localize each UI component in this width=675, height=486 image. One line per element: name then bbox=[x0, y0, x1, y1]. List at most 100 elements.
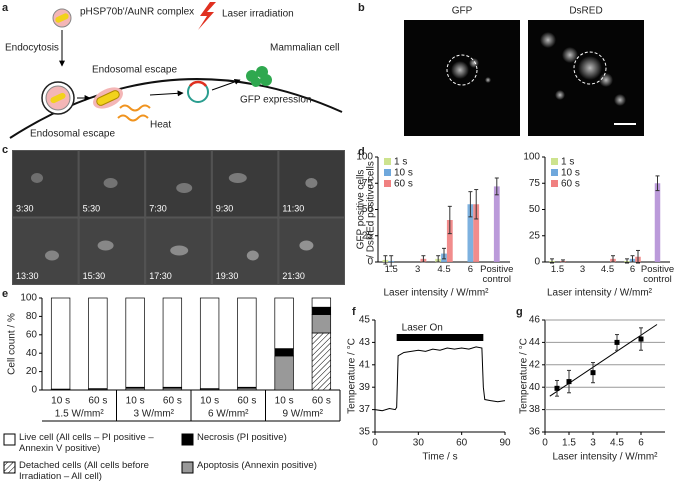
bar-segment bbox=[311, 314, 332, 334]
timestamp: 13:30 bbox=[16, 271, 39, 281]
x-tick-label: 1.5 bbox=[384, 265, 398, 275]
group-label: 1.5 W/mm² bbox=[55, 409, 105, 420]
cell bbox=[45, 250, 59, 261]
legend-label-box: Live cell (All cells – PI positive – Ann… bbox=[19, 433, 154, 454]
x-tick-label: Positive control bbox=[480, 265, 514, 285]
legend-swatch bbox=[551, 158, 558, 165]
legend-label: 60 s bbox=[394, 179, 413, 190]
y-tick-label: 25 bbox=[362, 230, 374, 241]
x-axis-label: Laser intensity / W/mm² bbox=[552, 452, 658, 463]
y-tick-label: 0 bbox=[534, 257, 540, 268]
y-tick-label: 75 bbox=[362, 178, 374, 189]
cells bbox=[451, 32, 626, 106]
y-axis-label: Temperature / °C bbox=[519, 338, 530, 414]
panel-label: d bbox=[358, 146, 365, 158]
x-tick-label: 90 bbox=[499, 438, 511, 449]
x-tick-label-box: 4.5 bbox=[601, 265, 614, 274]
y-axis-label: Temperature / °C bbox=[347, 338, 358, 414]
bar-segment bbox=[274, 297, 294, 349]
bar bbox=[493, 186, 500, 262]
bar bbox=[446, 220, 453, 262]
y-tick-label: 35 bbox=[359, 427, 371, 438]
cell bbox=[170, 245, 189, 256]
legend-label: 10 s bbox=[394, 168, 413, 179]
bar-segment bbox=[125, 297, 145, 388]
point bbox=[590, 370, 596, 376]
x-tick-label: 3 bbox=[579, 265, 586, 275]
heat-wave bbox=[117, 104, 151, 122]
bar-segment bbox=[88, 297, 108, 389]
diagram-text: pHSP70b'/AuNR complex bbox=[80, 7, 194, 18]
bar-segment bbox=[311, 306, 332, 315]
frame bbox=[278, 217, 345, 285]
bar-segment bbox=[311, 297, 332, 308]
bar bbox=[473, 204, 480, 262]
x-tick-label: 3 bbox=[590, 438, 596, 449]
x-tick-label: 1.5 bbox=[562, 438, 576, 449]
legend-swatch bbox=[384, 158, 391, 165]
legend-swatch bbox=[384, 169, 391, 176]
timestamp: 5:30 bbox=[83, 203, 101, 213]
cell bbox=[305, 178, 318, 188]
panel-label: f bbox=[352, 306, 356, 318]
y-tick-label: 75 bbox=[529, 178, 541, 189]
legend-swatch bbox=[3, 433, 16, 446]
timestamp: 11:30 bbox=[282, 203, 304, 213]
y-tick-label: 50 bbox=[362, 204, 374, 215]
frame bbox=[12, 217, 79, 285]
bar-segment bbox=[50, 297, 71, 390]
point bbox=[554, 385, 560, 391]
y-tick-label: 37 bbox=[359, 404, 371, 415]
micrograph-title: GFP bbox=[452, 6, 473, 17]
rod bbox=[50, 92, 66, 104]
group-label: 9 W/mm² bbox=[282, 409, 323, 420]
x-tick-label-box: 6 bbox=[468, 265, 473, 274]
cell bbox=[228, 173, 247, 183]
x-tick-label: 60 s bbox=[88, 396, 107, 407]
legend-label: Live cell (All cells – PI positive – Ann… bbox=[19, 433, 154, 454]
timestamp: 3:30 bbox=[16, 203, 34, 213]
rod bbox=[55, 13, 69, 23]
cell bbox=[103, 178, 118, 188]
x-tick-label: 0 bbox=[542, 438, 548, 449]
laser-icon bbox=[198, 2, 216, 30]
timestamp: 19:30 bbox=[216, 271, 239, 281]
diagram-text: Laser irradiation bbox=[222, 9, 294, 20]
x-tick-label: 60 s bbox=[312, 396, 331, 407]
legend-label: 60 s bbox=[561, 179, 580, 190]
point bbox=[638, 336, 644, 342]
x-tick-label: 0 bbox=[372, 438, 378, 449]
y-axis-label: Cell count / % bbox=[7, 313, 18, 375]
x-tick-label-box: 3 bbox=[579, 265, 586, 275]
x-tick-label-box: 4.5 bbox=[437, 265, 450, 274]
y-axis-label: / DsREd positive cells bbox=[366, 161, 377, 258]
x-tick-label-box: 3 bbox=[415, 265, 420, 274]
laser-bar bbox=[396, 334, 484, 341]
y-tick-label: 80 bbox=[26, 311, 38, 322]
frame bbox=[211, 217, 279, 285]
x-axis-label: Time / s bbox=[422, 452, 457, 463]
group-label: 6 W/mm² bbox=[208, 409, 249, 420]
bar-segment bbox=[199, 297, 220, 389]
rod bbox=[96, 90, 120, 106]
diagram-text: Endocytosis bbox=[5, 43, 59, 54]
micrograph-title: DsRED bbox=[569, 6, 602, 17]
x-tick-label: 4.5 bbox=[610, 438, 624, 449]
annotation: Laser On bbox=[402, 323, 443, 334]
legend-label: Apoptosis (Annexin positive) bbox=[197, 461, 317, 471]
y-tick-label: 100 bbox=[20, 293, 37, 304]
micrographs: GFP DsRED bbox=[404, 6, 644, 136]
bar-segment bbox=[274, 355, 294, 391]
cell bbox=[246, 250, 259, 261]
frame bbox=[12, 150, 79, 218]
y-tick-label: 42 bbox=[529, 359, 541, 370]
y-tick-label: 25 bbox=[529, 230, 541, 241]
x-tick-label-box: 1.5 bbox=[384, 265, 398, 275]
legend-swatch bbox=[181, 433, 194, 446]
y-tick-label: 20 bbox=[26, 366, 38, 377]
timestamp: 7:30 bbox=[149, 203, 167, 213]
y-tick-label: 43 bbox=[359, 337, 371, 348]
x-tick-label-box: Positive control bbox=[641, 265, 674, 284]
bar-segment bbox=[237, 297, 257, 388]
x-tick-label: 10 s bbox=[200, 396, 219, 407]
